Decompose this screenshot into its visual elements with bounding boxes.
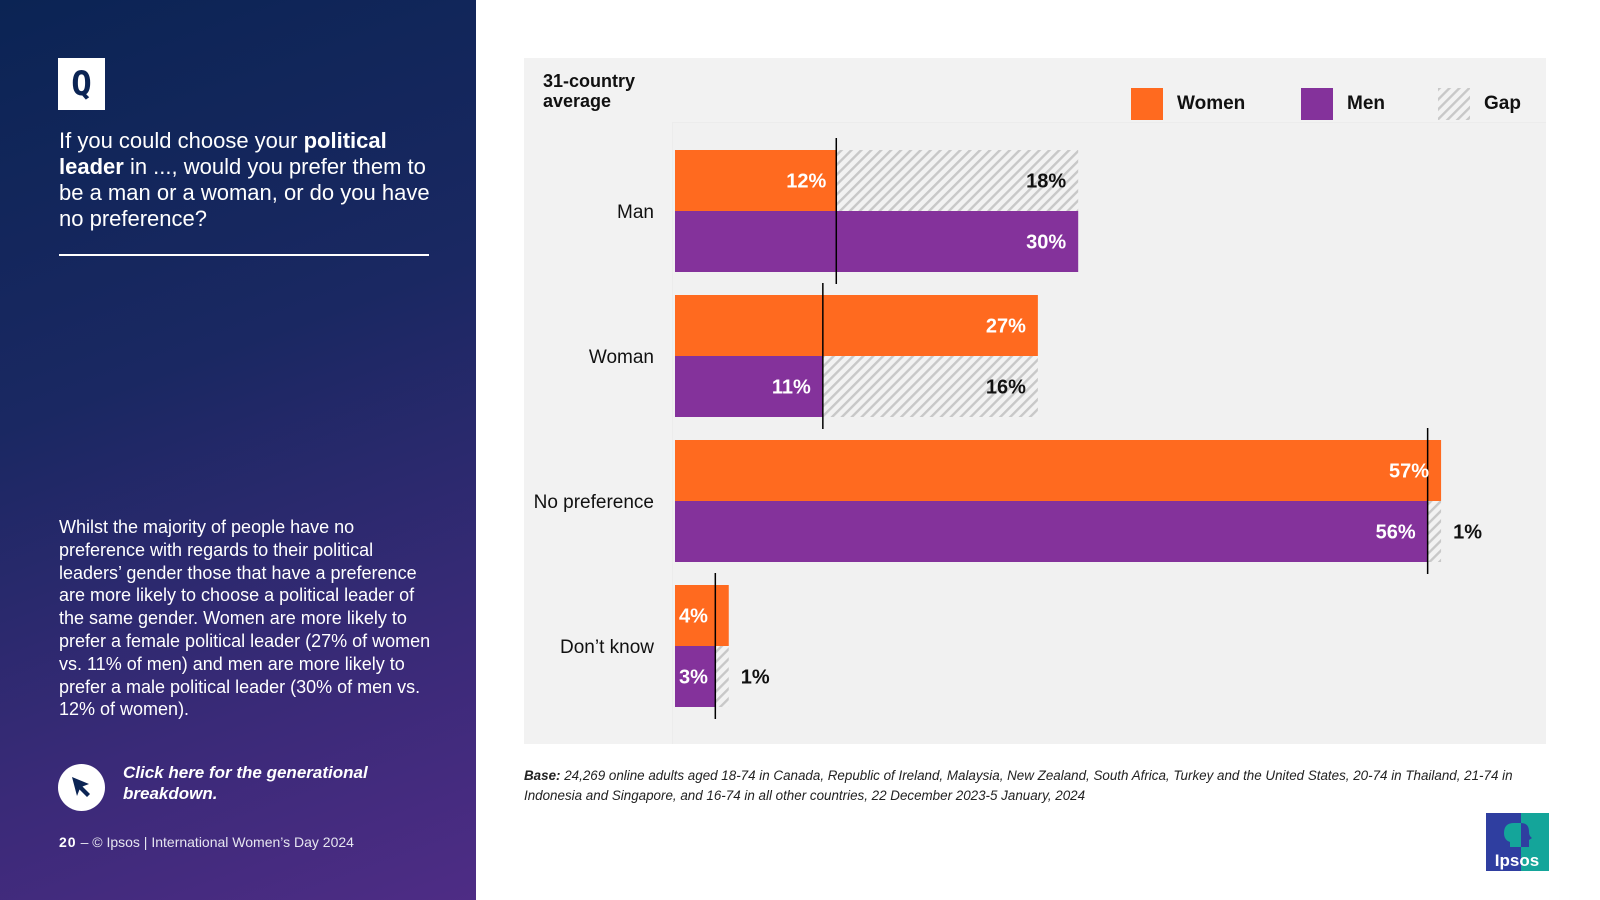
generational-breakdown-link[interactable]: Click here for the generational breakdow… (58, 763, 393, 811)
question-part: in ..., would you prefer them to be a ma… (59, 154, 430, 231)
legend-item-men: Men (1301, 88, 1385, 120)
legend-item-women: Women (1131, 88, 1245, 120)
legend-swatch-men (1301, 88, 1333, 120)
footer: 20– © Ipsos | International Women’s Day … (59, 834, 354, 850)
base-note: Base: 24,269 online adults aged 18-74 in… (524, 766, 1524, 806)
divider (59, 254, 429, 256)
chart-title-line: 31-country (543, 71, 636, 91)
page-number: 20 (59, 834, 77, 850)
left-panel: Q If you could choose your political lea… (0, 0, 476, 900)
legend-label: Men (1347, 93, 1385, 114)
summary-text: Whilst the majority of people have no pr… (59, 517, 431, 720)
cta-label[interactable]: Click here for the generational breakdow… (123, 763, 368, 803)
ipsos-logo: Ipsos (1486, 813, 1549, 871)
base-label: Base: (524, 768, 561, 783)
chart-panel: 31-country average Women Men Gap (524, 58, 1546, 744)
legend-item-gap: Gap (1438, 88, 1521, 120)
chart-title-line: average (543, 91, 612, 111)
footer-text: – © Ipsos | International Women’s Day 20… (80, 834, 354, 850)
question-part: If you could choose your (59, 128, 304, 153)
base-text: 24,269 online adults aged 18-74 in Canad… (524, 768, 1513, 803)
legend-label: Gap (1484, 93, 1521, 114)
plot-area (672, 122, 1546, 744)
question-text: If you could choose your political leade… (59, 128, 439, 232)
legend-swatch-gap (1438, 88, 1470, 120)
chart-title: 31-country average (543, 71, 635, 111)
cursor-arrow-icon[interactable] (58, 764, 105, 811)
question-emphasis: political leader (59, 128, 387, 179)
svg-text:Ipsos: Ipsos (1495, 851, 1539, 870)
legend-swatch-women (1131, 88, 1163, 120)
legend-label: Women (1177, 93, 1246, 114)
question-badge-icon: Q (58, 58, 105, 110)
legend: Women Men Gap (524, 88, 1546, 120)
